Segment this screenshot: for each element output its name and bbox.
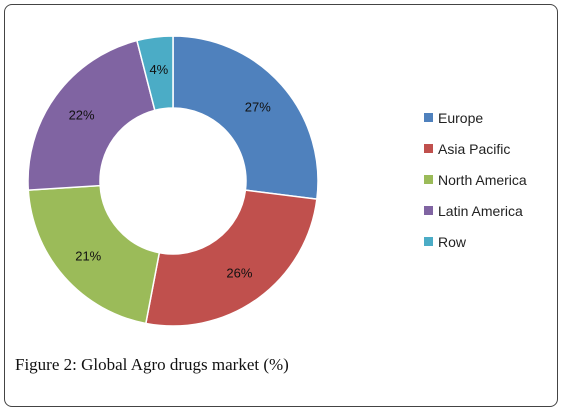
slice-latin-america [27,39,156,191]
donut-slices [27,35,319,327]
slice-label-europe: 27% [245,99,271,114]
slice-row [136,35,174,112]
legend-swatch-europe [424,113,433,122]
slice-label-north-america: 21% [75,249,101,264]
chart-legend: Europe Asia Pacific North America Latin Ame… [424,110,527,250]
slice-europe [172,35,319,201]
legend-swatch-latin-america [424,206,433,215]
legend-label-asia-pacific: Asia Pacific [438,141,510,157]
slice-north-america [27,184,161,325]
slice-asia-pacific [144,189,318,327]
slice-label-latin-america: 22% [69,108,95,123]
slice-label-asia-pacific: 26% [226,265,252,280]
slice-label-row: 4% [149,62,168,77]
slice-labels: 27% 26% 21% 22% 4% [69,62,272,281]
legend-swatch-north-america [424,175,433,184]
legend-swatch-asia-pacific [424,144,433,153]
legend-label-row: Row [438,234,467,250]
legend-label-latin-america: Latin America [438,203,523,219]
legend-label-europe: Europe [438,110,483,126]
figure-caption: Figure 2: Global Agro drugs market (%) [15,355,289,374]
legend-label-north-america: North America [438,172,527,188]
legend-swatch-row [424,237,433,246]
